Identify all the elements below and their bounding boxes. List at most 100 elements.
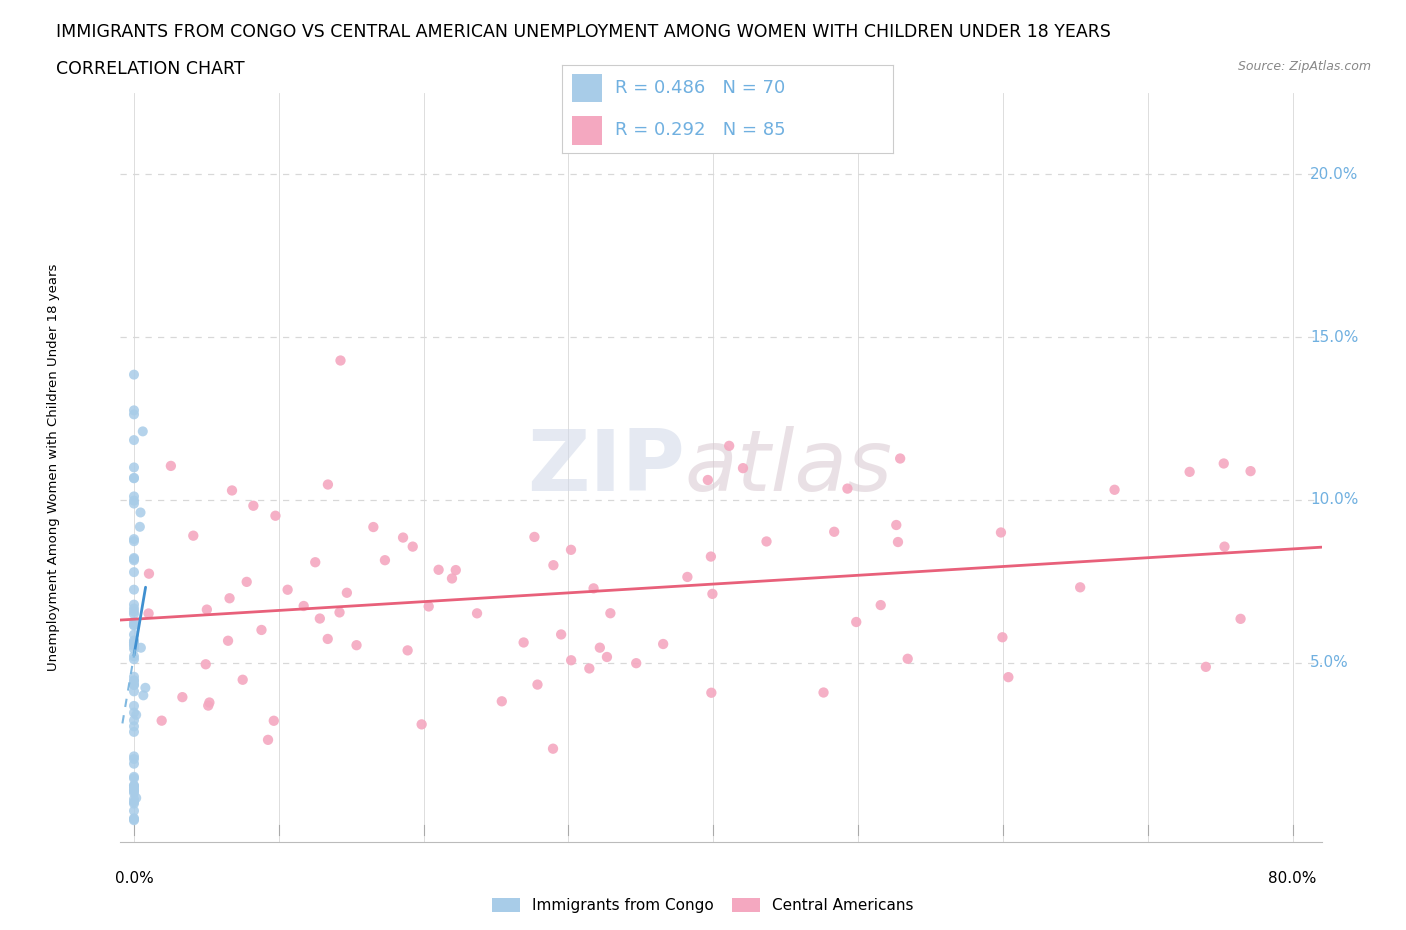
- Point: [316, 631, 339, 646]
- Point: [257, 733, 280, 748]
- Point: [374, 552, 396, 567]
- Point: [122, 719, 145, 734]
- Point: [122, 606, 145, 621]
- Point: [755, 534, 778, 549]
- Point: [122, 684, 145, 698]
- Point: [217, 633, 239, 648]
- Point: [122, 751, 145, 766]
- Point: [418, 599, 440, 614]
- Point: [526, 677, 548, 692]
- Point: [582, 581, 605, 596]
- Point: [122, 779, 145, 794]
- Point: [596, 649, 619, 664]
- Text: atlas: atlas: [685, 426, 893, 509]
- Point: [1213, 539, 1236, 554]
- Point: [560, 542, 582, 557]
- Point: [887, 535, 910, 550]
- Point: [122, 471, 145, 485]
- Point: [122, 618, 145, 632]
- Text: Unemployment Among Women with Children Under 18 years: Unemployment Among Women with Children U…: [46, 263, 60, 671]
- Point: [172, 690, 194, 705]
- Point: [624, 656, 647, 671]
- Point: [122, 552, 145, 567]
- Text: IMMIGRANTS FROM CONGO VS CENTRAL AMERICAN UNEMPLOYMENT AMONG WOMEN WITH CHILDREN: IMMIGRANTS FROM CONGO VS CENTRAL AMERICA…: [56, 23, 1111, 41]
- Point: [465, 605, 488, 620]
- Bar: [572, 74, 602, 102]
- Point: [122, 367, 145, 382]
- Point: [125, 790, 148, 805]
- Point: [1104, 483, 1126, 498]
- Point: [122, 403, 145, 418]
- Point: [308, 611, 330, 626]
- Point: [122, 565, 145, 579]
- Point: [122, 604, 145, 619]
- Text: CORRELATION CHART: CORRELATION CHART: [56, 60, 245, 78]
- Point: [411, 717, 433, 732]
- Point: [1195, 659, 1218, 674]
- Point: [845, 615, 868, 630]
- Point: [122, 769, 145, 784]
- Point: [122, 597, 145, 612]
- Text: ZIP: ZIP: [527, 426, 685, 509]
- Text: 20.0%: 20.0%: [1310, 166, 1358, 182]
- Point: [560, 653, 582, 668]
- Point: [122, 493, 145, 508]
- Point: [232, 672, 254, 687]
- Point: [242, 498, 264, 513]
- Point: [132, 688, 155, 703]
- Legend: Immigrants from Congo, Central Americans: Immigrants from Congo, Central Americans: [488, 894, 918, 918]
- Point: [702, 587, 724, 602]
- Point: [122, 618, 145, 632]
- Point: [1178, 464, 1201, 479]
- Point: [997, 670, 1019, 684]
- Point: [652, 636, 675, 651]
- Point: [235, 575, 257, 590]
- Point: [122, 778, 145, 793]
- Point: [122, 794, 145, 809]
- Point: [599, 605, 621, 620]
- Point: [402, 539, 425, 554]
- Point: [122, 615, 145, 630]
- Point: [292, 599, 315, 614]
- Point: [541, 741, 564, 756]
- Point: [122, 673, 145, 688]
- Point: [198, 695, 221, 710]
- Point: [700, 685, 723, 700]
- Point: [700, 549, 723, 564]
- Point: [991, 630, 1014, 644]
- Text: 80.0%: 80.0%: [1268, 870, 1317, 886]
- Point: [122, 749, 145, 764]
- Point: [128, 519, 150, 534]
- Point: [316, 477, 339, 492]
- Point: [122, 471, 145, 485]
- Point: [197, 698, 219, 713]
- Text: Source: ZipAtlas.com: Source: ZipAtlas.com: [1237, 60, 1371, 73]
- Point: [122, 796, 145, 811]
- Point: [589, 640, 612, 655]
- Point: [427, 563, 450, 578]
- Point: [218, 591, 240, 605]
- Point: [122, 811, 145, 826]
- Point: [990, 525, 1012, 540]
- Point: [122, 551, 145, 565]
- Point: [150, 713, 173, 728]
- Point: [160, 458, 183, 473]
- Point: [122, 670, 145, 684]
- Point: [122, 534, 145, 549]
- Point: [122, 460, 145, 475]
- Point: [122, 582, 145, 597]
- Point: [550, 627, 572, 642]
- Text: 15.0%: 15.0%: [1310, 329, 1358, 345]
- Point: [869, 598, 891, 613]
- Point: [813, 685, 835, 700]
- Point: [1229, 611, 1251, 626]
- Point: [731, 460, 754, 475]
- Point: [122, 786, 145, 801]
- Point: [122, 724, 145, 739]
- Point: [837, 481, 859, 496]
- Point: [336, 585, 359, 600]
- Point: [122, 791, 145, 806]
- Point: [1239, 464, 1261, 479]
- Text: 5.0%: 5.0%: [1310, 655, 1348, 671]
- Point: [221, 483, 243, 498]
